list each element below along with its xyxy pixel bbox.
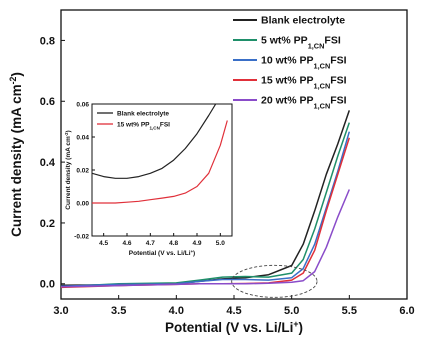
series-line-0-4 (61, 189, 350, 288)
legend-entry-1-0: Blank electrolyte (117, 110, 169, 117)
y-tick-label-0-0: 0.0 (40, 279, 55, 291)
x-tick-label-0-4: 5.0 (284, 305, 299, 317)
x-tick-label-1-5: 5.0 (216, 240, 225, 247)
y-tick-label-0-2: 0.4 (40, 157, 56, 169)
x-tick-label-0-6: 6.0 (399, 305, 414, 317)
y-tick-label-1-4: 0.06 (76, 101, 89, 108)
legend-entry-0-1: 5 wt% PP1,CNFSI (261, 35, 341, 51)
legend-entry-0-3: 15 wt% PP1,CNFSI (261, 75, 347, 91)
y-tick-label-1-0: -0.02 (74, 233, 89, 240)
inset-plot: 4.5 4.6 4.7 4.8 4.9 5.0 -0.02 0.00 0.02 0.04 0.06 P… (64, 101, 233, 257)
x-tick-label-0-0: 3.0 (53, 305, 68, 317)
x-tick-label-1-3: 4.8 (169, 240, 178, 247)
legend-entry-0-0: Blank electrolyte (261, 15, 345, 27)
y-tick-label-1-1: 0.00 (76, 200, 89, 207)
x-axis-label-0: Potential (V vs. Li/Li+) (165, 319, 303, 335)
series-group-0 (61, 110, 351, 289)
series-line-1-0 (92, 104, 217, 179)
y-tick-label-1-2: 0.02 (76, 167, 89, 174)
y-axis-label-1: Current density (mA cm-2) (64, 130, 73, 209)
x-axis-label-1: Potential (V vs. Li/Li+) (129, 249, 195, 258)
legend-entry-0-2: 10 wt% PP1,CNFSI (261, 55, 347, 71)
y-tick-label-0-4: 0.8 (40, 35, 55, 47)
x-tick-label-1-1: 4.6 (122, 240, 131, 247)
x-tick-label-0-3: 4.5 (226, 305, 241, 317)
x-tick-label-1-4: 4.9 (192, 240, 201, 247)
y-tick-label-0-3: 0.6 (40, 96, 55, 108)
x-tick-label-0-1: 3.5 (111, 305, 126, 317)
series-line-1-1 (92, 120, 228, 204)
y-tick-label-0-1: 0.2 (40, 218, 55, 230)
legend-entry-1-1: 15 wt% PP1,CNFSI (117, 121, 170, 129)
x-tick-label-0-5: 5.5 (342, 305, 357, 317)
x-tick-label-1-0: 4.5 (99, 240, 108, 247)
legend-entry-0-4: 20 wt% PP1,CNFSI (261, 95, 347, 111)
series-group-1 (92, 104, 228, 204)
y-tick-label-1-3: 0.04 (76, 134, 89, 141)
plot-frame-1 (91, 103, 233, 237)
x-tick-label-0-2: 4.0 (169, 305, 184, 317)
zoom-region-ellipse (231, 264, 318, 298)
x-tick-label-1-2: 4.7 (146, 240, 155, 247)
series-line-0-1 (61, 122, 351, 288)
y-axis-label-0: Current density (mA cm-2) (8, 72, 24, 237)
